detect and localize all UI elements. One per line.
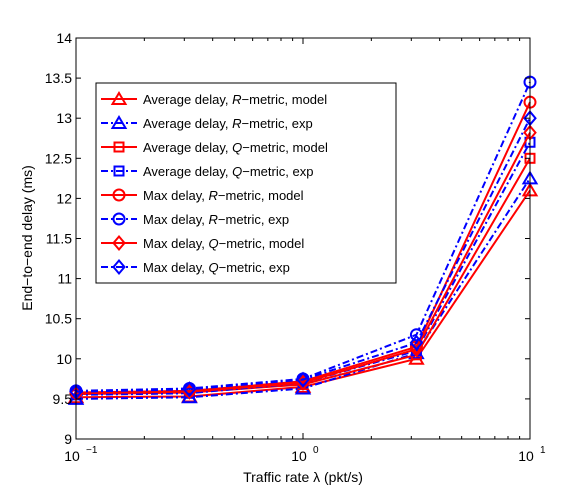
legend-entry: Average delay, R−metric, model bbox=[101, 91, 327, 107]
y-tick-label: 12 bbox=[56, 190, 72, 206]
y-tick-label: 13 bbox=[56, 110, 72, 126]
x-tick-exponent: −1 bbox=[86, 445, 98, 456]
y-tick-label: 10 bbox=[56, 351, 72, 367]
series-line bbox=[75, 132, 531, 395]
legend-box bbox=[95, 82, 397, 284]
x-tick-exponent: 1 bbox=[540, 445, 546, 456]
legend-entry: Average delay, Q−metric, model bbox=[101, 140, 328, 155]
legend-marker bbox=[112, 258, 126, 276]
y-tick-label: 11 bbox=[57, 271, 72, 287]
y-axis-label: End−to−end delay (ms) bbox=[19, 165, 35, 311]
legend-label: Average delay, R−metric, exp bbox=[143, 116, 313, 131]
legend-marker bbox=[110, 115, 128, 129]
legend-label: Average delay, R−metric, model bbox=[143, 92, 327, 107]
y-tick-label: 13.5 bbox=[45, 70, 72, 86]
legend-marker bbox=[113, 141, 125, 153]
y-tick-label: 9 bbox=[64, 431, 72, 447]
x-tick-label: 10 bbox=[291, 448, 307, 464]
legend-entry: Average delay, Q−metric, exp bbox=[101, 164, 313, 179]
legend-label: Max delay, Q−metric, model bbox=[143, 236, 304, 251]
y-tick-label: 14 bbox=[56, 30, 72, 46]
series-line bbox=[75, 117, 531, 393]
legend-label: Average delay, Q−metric, model bbox=[143, 140, 328, 155]
data-point bbox=[409, 334, 424, 351]
legend-marker bbox=[113, 165, 125, 177]
legend-label: Average delay, Q−metric, exp bbox=[143, 164, 313, 179]
data-point bbox=[409, 328, 423, 342]
y-tick-label: 10.5 bbox=[45, 311, 72, 327]
legend-marker bbox=[110, 91, 128, 105]
legend-entry: Max delay, R−metric, model bbox=[101, 188, 304, 203]
legend-marker bbox=[112, 212, 126, 226]
data-point bbox=[182, 381, 197, 398]
x-axis-label: Traffic rate λ (pkt/s) bbox=[243, 469, 363, 485]
x-tick-label: 10 bbox=[64, 448, 80, 464]
legend-entry: Max delay, Q−metric, exp bbox=[101, 258, 290, 276]
legend-entry: Max delay, R−metric, exp bbox=[101, 212, 289, 227]
axis-ticks: 9 9.5 10 10.5 11 11.5 12 12.5 13 13.5 14 10 −1 10 0 10 1 bbox=[45, 30, 546, 464]
data-point bbox=[409, 341, 424, 358]
y-tick-label: 12.5 bbox=[45, 150, 72, 166]
legend: Average delay, R−metric, model Average de… bbox=[95, 82, 397, 284]
data-point bbox=[296, 371, 310, 388]
legend-marker bbox=[112, 234, 126, 252]
x-tick-label: 10 bbox=[518, 448, 534, 464]
x-tick-exponent: 0 bbox=[313, 445, 319, 456]
legend-entry: Max delay, Q−metric, model bbox=[101, 234, 304, 252]
legend-label: Max delay, R−metric, exp bbox=[143, 212, 289, 227]
series-layer bbox=[67, 75, 539, 405]
legend-marker bbox=[112, 188, 126, 202]
legend-entry: Average delay, R−metric, exp bbox=[101, 115, 313, 131]
y-tick-label: 9.5 bbox=[53, 391, 73, 407]
legend-label: Max delay, R−metric, model bbox=[143, 188, 304, 203]
legend-label: Max delay, Q−metric, exp bbox=[143, 260, 290, 275]
y-tick-label: 11.5 bbox=[46, 231, 72, 247]
